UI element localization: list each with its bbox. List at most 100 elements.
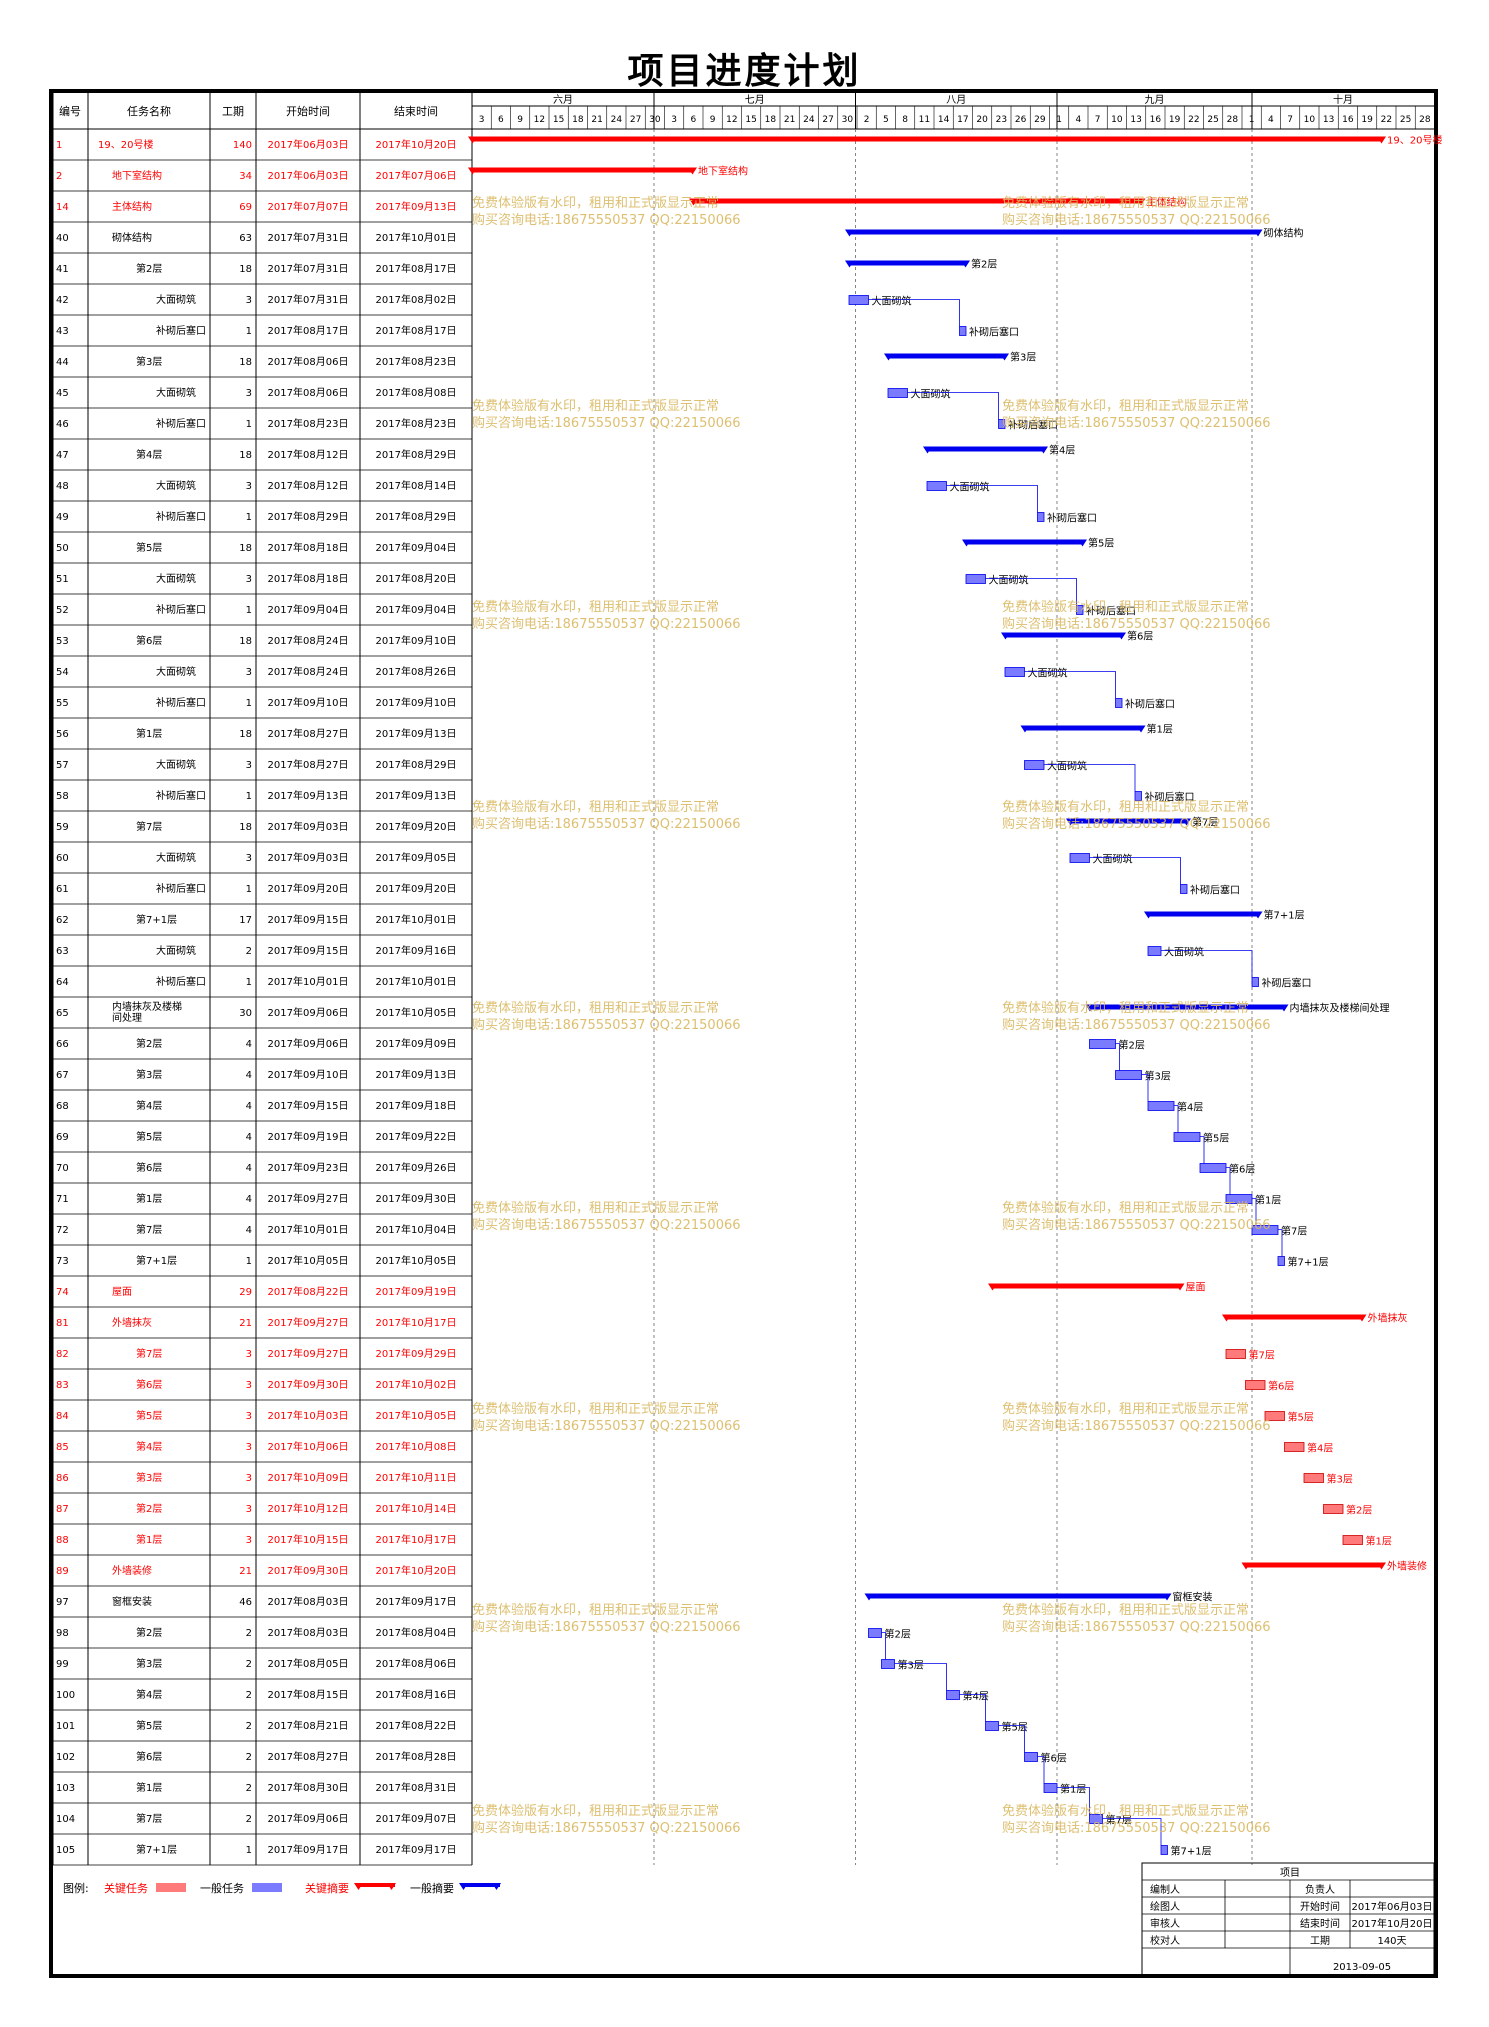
summary-bar-end-cap — [961, 260, 970, 268]
day-tick-label: 15 — [745, 115, 756, 125]
task-end: 2017年10月01日 — [376, 913, 457, 926]
task-bar — [1173, 1132, 1201, 1142]
task-duration: 1 — [246, 1845, 252, 1856]
task-bar — [848, 295, 869, 305]
task-name: 补砌后塞口 — [156, 417, 206, 430]
task-duration: 18 — [239, 543, 252, 554]
watermark-text-1: 免费体验版有水印，租用和正式版显示正常 — [472, 1803, 719, 1819]
task-end: 2017年09月09日 — [376, 1037, 457, 1050]
summary-bar — [849, 229, 1259, 235]
row-id: 54 — [56, 667, 69, 678]
watermark-text-1: 免费体验版有水印，租用和正式版显示正常 — [472, 1401, 719, 1417]
month-label: 八月 — [946, 94, 966, 106]
task-duration: 2 — [246, 1628, 252, 1639]
task-start: 2017年09月15日 — [268, 913, 349, 926]
task-start: 2017年09月20日 — [268, 882, 349, 895]
task-name: 第2层 — [136, 1502, 162, 1515]
task-duration: 30 — [239, 1008, 252, 1019]
task-end: 2017年09月17日 — [376, 1595, 457, 1608]
summary-bar-end-cap — [1039, 446, 1048, 454]
row-id: 58 — [56, 791, 69, 802]
task-name: 补砌后塞口 — [156, 324, 206, 337]
task-name: 补砌后塞口 — [156, 789, 206, 802]
task-name: 第2层 — [136, 262, 162, 275]
task-bar — [1004, 667, 1025, 677]
summary-bar-start-cap — [1085, 1004, 1095, 1012]
bar-label: 外墙装修 — [1387, 1560, 1427, 1573]
summary-bar-start-cap — [1066, 818, 1075, 826]
bar-label: 第7层 — [1192, 816, 1218, 829]
watermark-text-2: 购买咨询电话:18675550537 QQ:22150066 — [1002, 616, 1271, 632]
legend-swatch-cap — [492, 1883, 501, 1890]
task-name: 第5层 — [136, 1130, 162, 1143]
task-end: 2017年09月13日 — [376, 727, 457, 740]
month-label: 十月 — [1333, 93, 1353, 106]
summary-bar-start-cap — [962, 539, 971, 547]
day-tick-label: 30 — [649, 115, 661, 125]
watermark-text-2: 购买咨询电话:18675550537 QQ:22150066 — [472, 415, 741, 431]
task-start: 2017年10月05日 — [268, 1254, 349, 1267]
bar-label: 内墙抹灰及楼梯间处理 — [1290, 1002, 1390, 1015]
task-end: 2017年08月28日 — [376, 1750, 457, 1763]
task-end: 2017年08月31日 — [376, 1781, 457, 1794]
bar-label: 第1层 — [1255, 1194, 1281, 1207]
task-start: 2017年09月15日 — [268, 944, 349, 957]
task-start: 2017年07月31日 — [268, 262, 349, 275]
bar-label: 补砌后塞口 — [1125, 698, 1175, 711]
bar-label: 19、20号楼 — [1387, 134, 1442, 147]
task-name: 第1层 — [136, 1533, 162, 1546]
task-end: 2017年10月08日 — [376, 1440, 457, 1453]
row-id: 72 — [56, 1225, 69, 1236]
bar-label: 第2层 — [1119, 1039, 1145, 1052]
legend-swatch-cap — [354, 1883, 363, 1890]
task-end: 2017年10月01日 — [376, 975, 457, 988]
task-name: 19、20号楼 — [98, 138, 153, 151]
task-start: 2017年09月30日 — [268, 1564, 349, 1577]
task-duration: 46 — [239, 1597, 252, 1608]
task-end: 2017年08月16日 — [376, 1688, 457, 1701]
task-duration: 18 — [239, 636, 252, 647]
day-tick-label: 16 — [1342, 115, 1354, 125]
dependency-link — [1024, 671, 1116, 699]
bar-label: 第5层 — [1002, 1721, 1028, 1734]
info-label: 编制人 — [1150, 1883, 1180, 1896]
day-tick-label: 4 — [1268, 115, 1274, 125]
row-id: 56 — [56, 729, 69, 740]
legend-swatch-cap — [387, 1883, 396, 1890]
task-duration: 3 — [246, 1411, 252, 1422]
day-tick-label: 18 — [572, 115, 584, 125]
task-name: 大面砌筑 — [156, 572, 196, 585]
dependency-link — [868, 299, 960, 327]
day-tick-label: 22 — [1188, 115, 1199, 125]
task-start: 2017年08月03日 — [268, 1626, 349, 1639]
summary-bar — [1245, 1562, 1382, 1568]
task-name: 砌体结构 — [112, 231, 152, 244]
watermark-text-2: 购买咨询电话:18675550537 QQ:22150066 — [472, 212, 741, 228]
summary-bar-start-cap — [1001, 632, 1010, 640]
row-id: 51 — [56, 574, 69, 585]
day-tick-label: 21 — [591, 115, 602, 125]
task-bar — [1342, 1535, 1363, 1545]
task-duration: 63 — [239, 233, 252, 244]
task-duration: 2 — [246, 1690, 252, 1701]
day-tick-label: 12 — [726, 115, 737, 125]
task-duration: 4 — [246, 1194, 252, 1205]
day-tick-label: 6 — [690, 115, 696, 125]
legend-item-label: 关键任务 — [104, 1881, 148, 1895]
day-tick-label: 22 — [1381, 115, 1392, 125]
task-start: 2017年08月23日 — [268, 417, 349, 430]
task-start: 2017年08月06日 — [268, 386, 349, 399]
row-id: 69 — [56, 1132, 69, 1143]
bar-label: 第3层 — [1327, 1473, 1353, 1486]
task-end: 2017年08月29日 — [376, 510, 457, 523]
row-id: 53 — [56, 636, 69, 647]
task-duration: 1 — [246, 1256, 252, 1267]
task-name: 第1层 — [136, 1192, 162, 1205]
bar-label: 大面砌筑 — [989, 574, 1029, 587]
bar-label: 第3层 — [1145, 1070, 1171, 1083]
row-id: 50 — [56, 543, 69, 554]
task-bar — [965, 574, 986, 584]
task-start: 2017年08月27日 — [268, 758, 349, 771]
day-tick-label: 6 — [498, 115, 504, 125]
task-name: 外墙装修 — [112, 1564, 152, 1577]
